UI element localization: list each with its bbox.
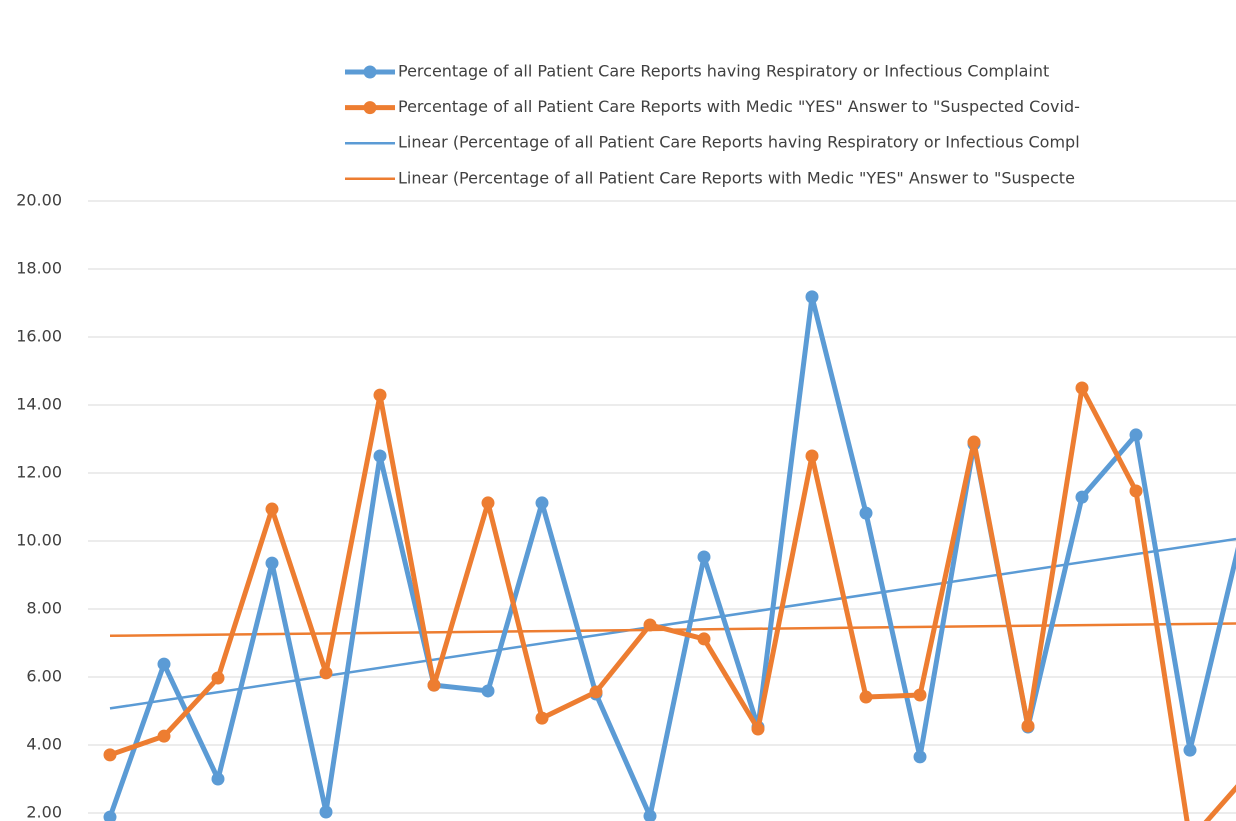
series-line <box>107 294 1236 819</box>
legend-label: Percentage of all Patient Care Reports w… <box>398 97 1080 116</box>
y-tick-label: 20.00 <box>16 191 62 210</box>
point <box>1021 719 1035 733</box>
point <box>373 449 387 463</box>
point <box>319 666 333 680</box>
point <box>1075 381 1089 395</box>
series-line <box>109 385 1236 821</box>
y-tick-label: 2.00 <box>26 803 62 821</box>
point <box>1129 484 1143 498</box>
point <box>1129 428 1143 442</box>
point <box>1075 490 1089 504</box>
y-tick-label: 14.00 <box>16 395 62 414</box>
point <box>967 435 981 449</box>
y-tick-label: 4.00 <box>26 735 62 754</box>
point <box>805 290 819 304</box>
point <box>211 671 225 685</box>
grid: 2.00 4.00 6.00 8.00 10.00 12.00 14.00 16.00 18.0… <box>16 191 1236 821</box>
legend-label: Linear (Percentage of all Patient Care R… <box>398 133 1080 152</box>
point <box>373 388 387 402</box>
legend-label: Linear (Percentage of all Patient Care R… <box>398 168 1075 187</box>
point <box>859 506 873 520</box>
point <box>589 685 603 699</box>
point <box>913 750 927 764</box>
point <box>319 805 333 819</box>
plot <box>103 290 1236 821</box>
point <box>913 688 927 702</box>
point <box>697 632 711 646</box>
point <box>481 684 495 698</box>
point <box>1183 743 1197 757</box>
legend-marker <box>363 101 377 115</box>
point <box>157 657 171 671</box>
y-tick-label: 16.00 <box>16 327 62 346</box>
point <box>103 748 117 762</box>
legend-label: Percentage of all Patient Care Reports h… <box>398 62 1049 81</box>
y-tick-label: 12.00 <box>16 463 62 482</box>
point <box>427 678 441 692</box>
point <box>265 502 279 516</box>
legend-marker <box>363 65 377 79</box>
point <box>643 809 657 821</box>
y-tick-label: 10.00 <box>16 531 62 550</box>
y-tick-label: 18.00 <box>16 259 62 278</box>
y-tick-label: 6.00 <box>26 667 62 686</box>
point <box>103 810 117 821</box>
point <box>643 618 657 632</box>
point <box>211 772 225 786</box>
point <box>535 496 549 510</box>
point <box>859 690 873 704</box>
y-tick-label: 8.00 <box>26 599 62 618</box>
point <box>481 496 495 510</box>
point <box>535 711 549 725</box>
point <box>265 556 279 570</box>
point <box>697 550 711 564</box>
legend: Percentage of all Patient Care Reports h… <box>345 62 1080 187</box>
point <box>805 449 819 463</box>
point <box>751 722 765 736</box>
point <box>157 729 171 743</box>
